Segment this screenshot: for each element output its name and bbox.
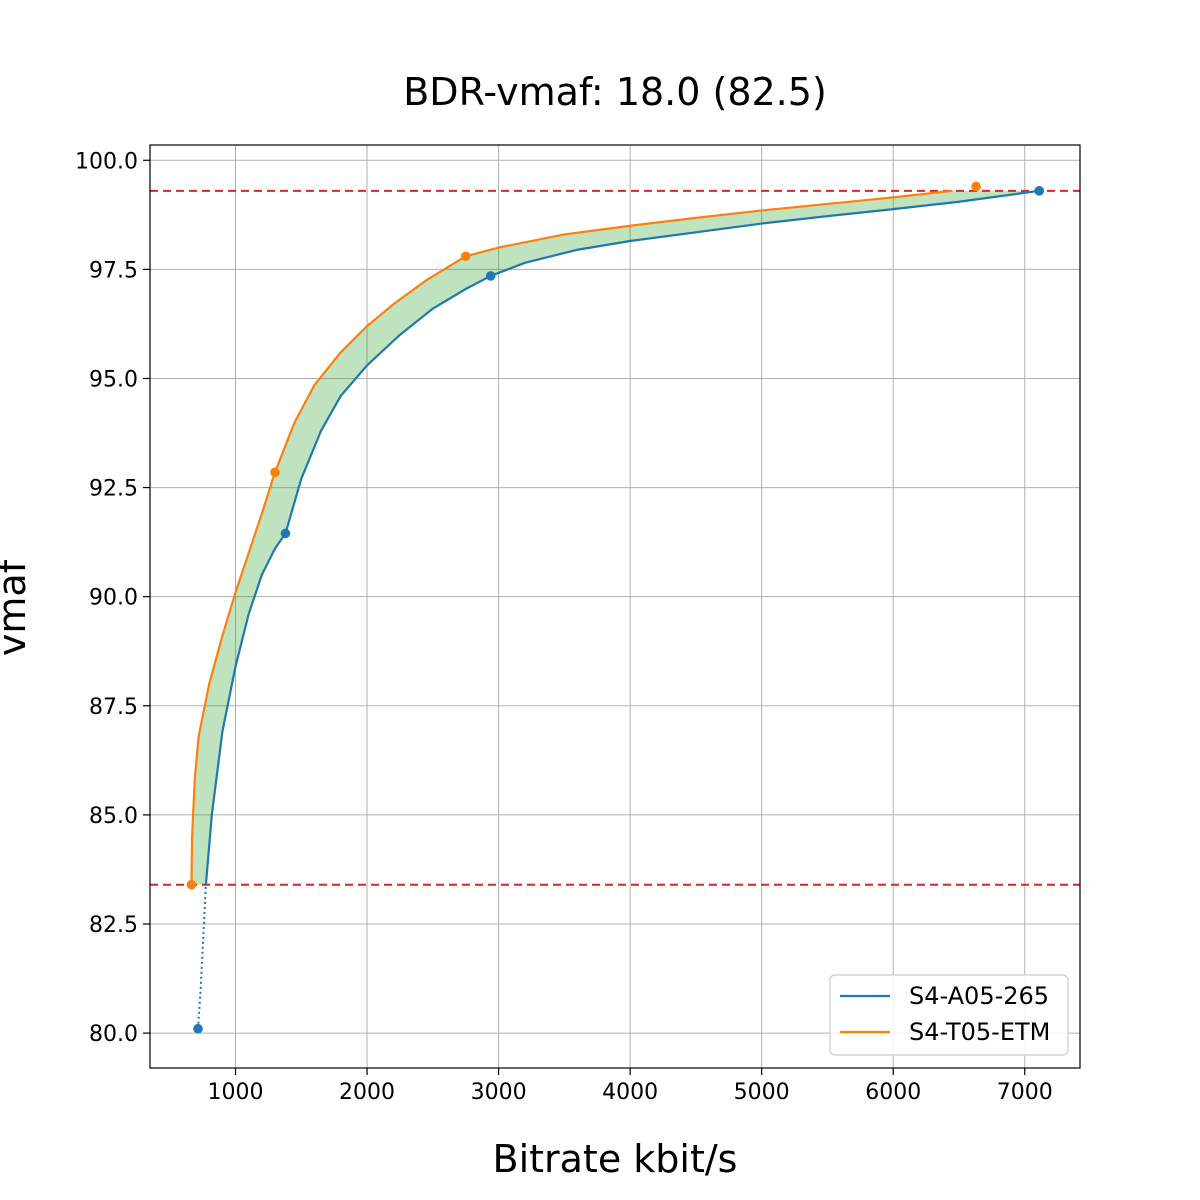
y-tick-label: 87.5	[89, 695, 138, 720]
data-point-s4-t05-etm	[186, 879, 197, 890]
y-tick-label: 90.0	[89, 586, 138, 611]
data-point-s4-a05-265	[280, 528, 291, 539]
x-tick-label: 1000	[208, 1080, 264, 1105]
chart-title: BDR-vmaf: 18.0 (82.5)	[403, 70, 827, 114]
data-point-s4-t05-etm	[460, 251, 471, 262]
x-tick-label: 7000	[997, 1080, 1053, 1105]
y-tick-label: 100.0	[75, 149, 138, 174]
x-tick-label: 3000	[471, 1080, 527, 1105]
x-axis-title: Bitrate kbit/s	[493, 1137, 738, 1181]
axes-frame	[149, 144, 1081, 1069]
data-point-s4-t05-etm	[971, 181, 981, 192]
series-line-s4-t05-etm	[190, 189, 953, 885]
y-axis-title: vmaf	[0, 558, 34, 656]
data-point-s4-t05-etm	[270, 467, 280, 478]
x-tick-label: 6000	[865, 1080, 921, 1105]
axes-background	[150, 145, 1080, 1068]
data-point-s4-a05-265	[485, 271, 496, 281]
legend-label-s4-t05-etm: S4-T05-ETM	[909, 1018, 1050, 1046]
series-line-s4-a05-265	[204, 189, 1040, 885]
y-tick-label: 97.5	[89, 258, 138, 283]
plot-area: 1000 2000 3000 4000 5000 6000 7000 80.0 82.5 85.0…	[75, 144, 1081, 1105]
y-tick-label: 92.5	[89, 477, 138, 502]
series-extrapolation-s4-a05-265	[197, 884, 207, 1029]
data-point-s4-a05-265	[193, 1023, 203, 1034]
x-tick-label: 2000	[339, 1080, 395, 1105]
legend-label-s4-a05-265: S4-A05-265	[909, 982, 1049, 1010]
x-tick-label: 5000	[734, 1080, 790, 1105]
x-tick-label: 4000	[602, 1080, 658, 1105]
y-tick-label: 80.0	[89, 1022, 138, 1047]
y-tick-label: 85.0	[89, 804, 138, 829]
legend: S4-A05-265 S4-T05-ETM	[829, 974, 1069, 1056]
y-tick-label: 82.5	[89, 913, 138, 938]
y-tick-label: 95.0	[89, 367, 138, 392]
data-point-s4-a05-265	[1034, 186, 1045, 196]
